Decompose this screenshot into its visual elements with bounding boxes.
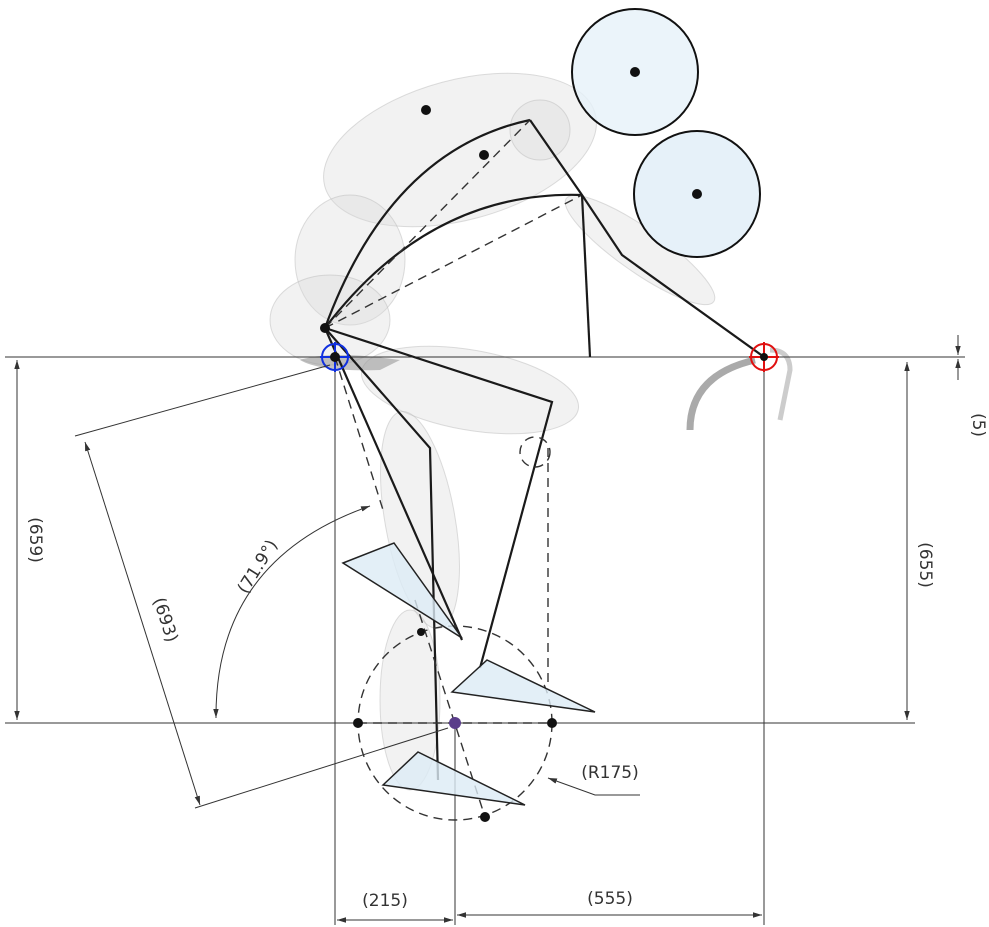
dimension-label: (R175) bbox=[581, 763, 639, 783]
dimension-label: (659) bbox=[25, 517, 45, 563]
dimension-label: (655) bbox=[915, 542, 935, 588]
dimension-label: (215) bbox=[362, 891, 408, 911]
construction-lines bbox=[5, 357, 965, 925]
dimension-label: (693) bbox=[148, 595, 181, 645]
dimension-label: (5) bbox=[968, 413, 988, 437]
dimension-label: (71.9°) bbox=[234, 536, 283, 597]
cad-sketch: (659) (655) (5) (693) (71.9°) (R175) (21… bbox=[0, 0, 989, 927]
dimension-label: (555) bbox=[587, 889, 633, 909]
